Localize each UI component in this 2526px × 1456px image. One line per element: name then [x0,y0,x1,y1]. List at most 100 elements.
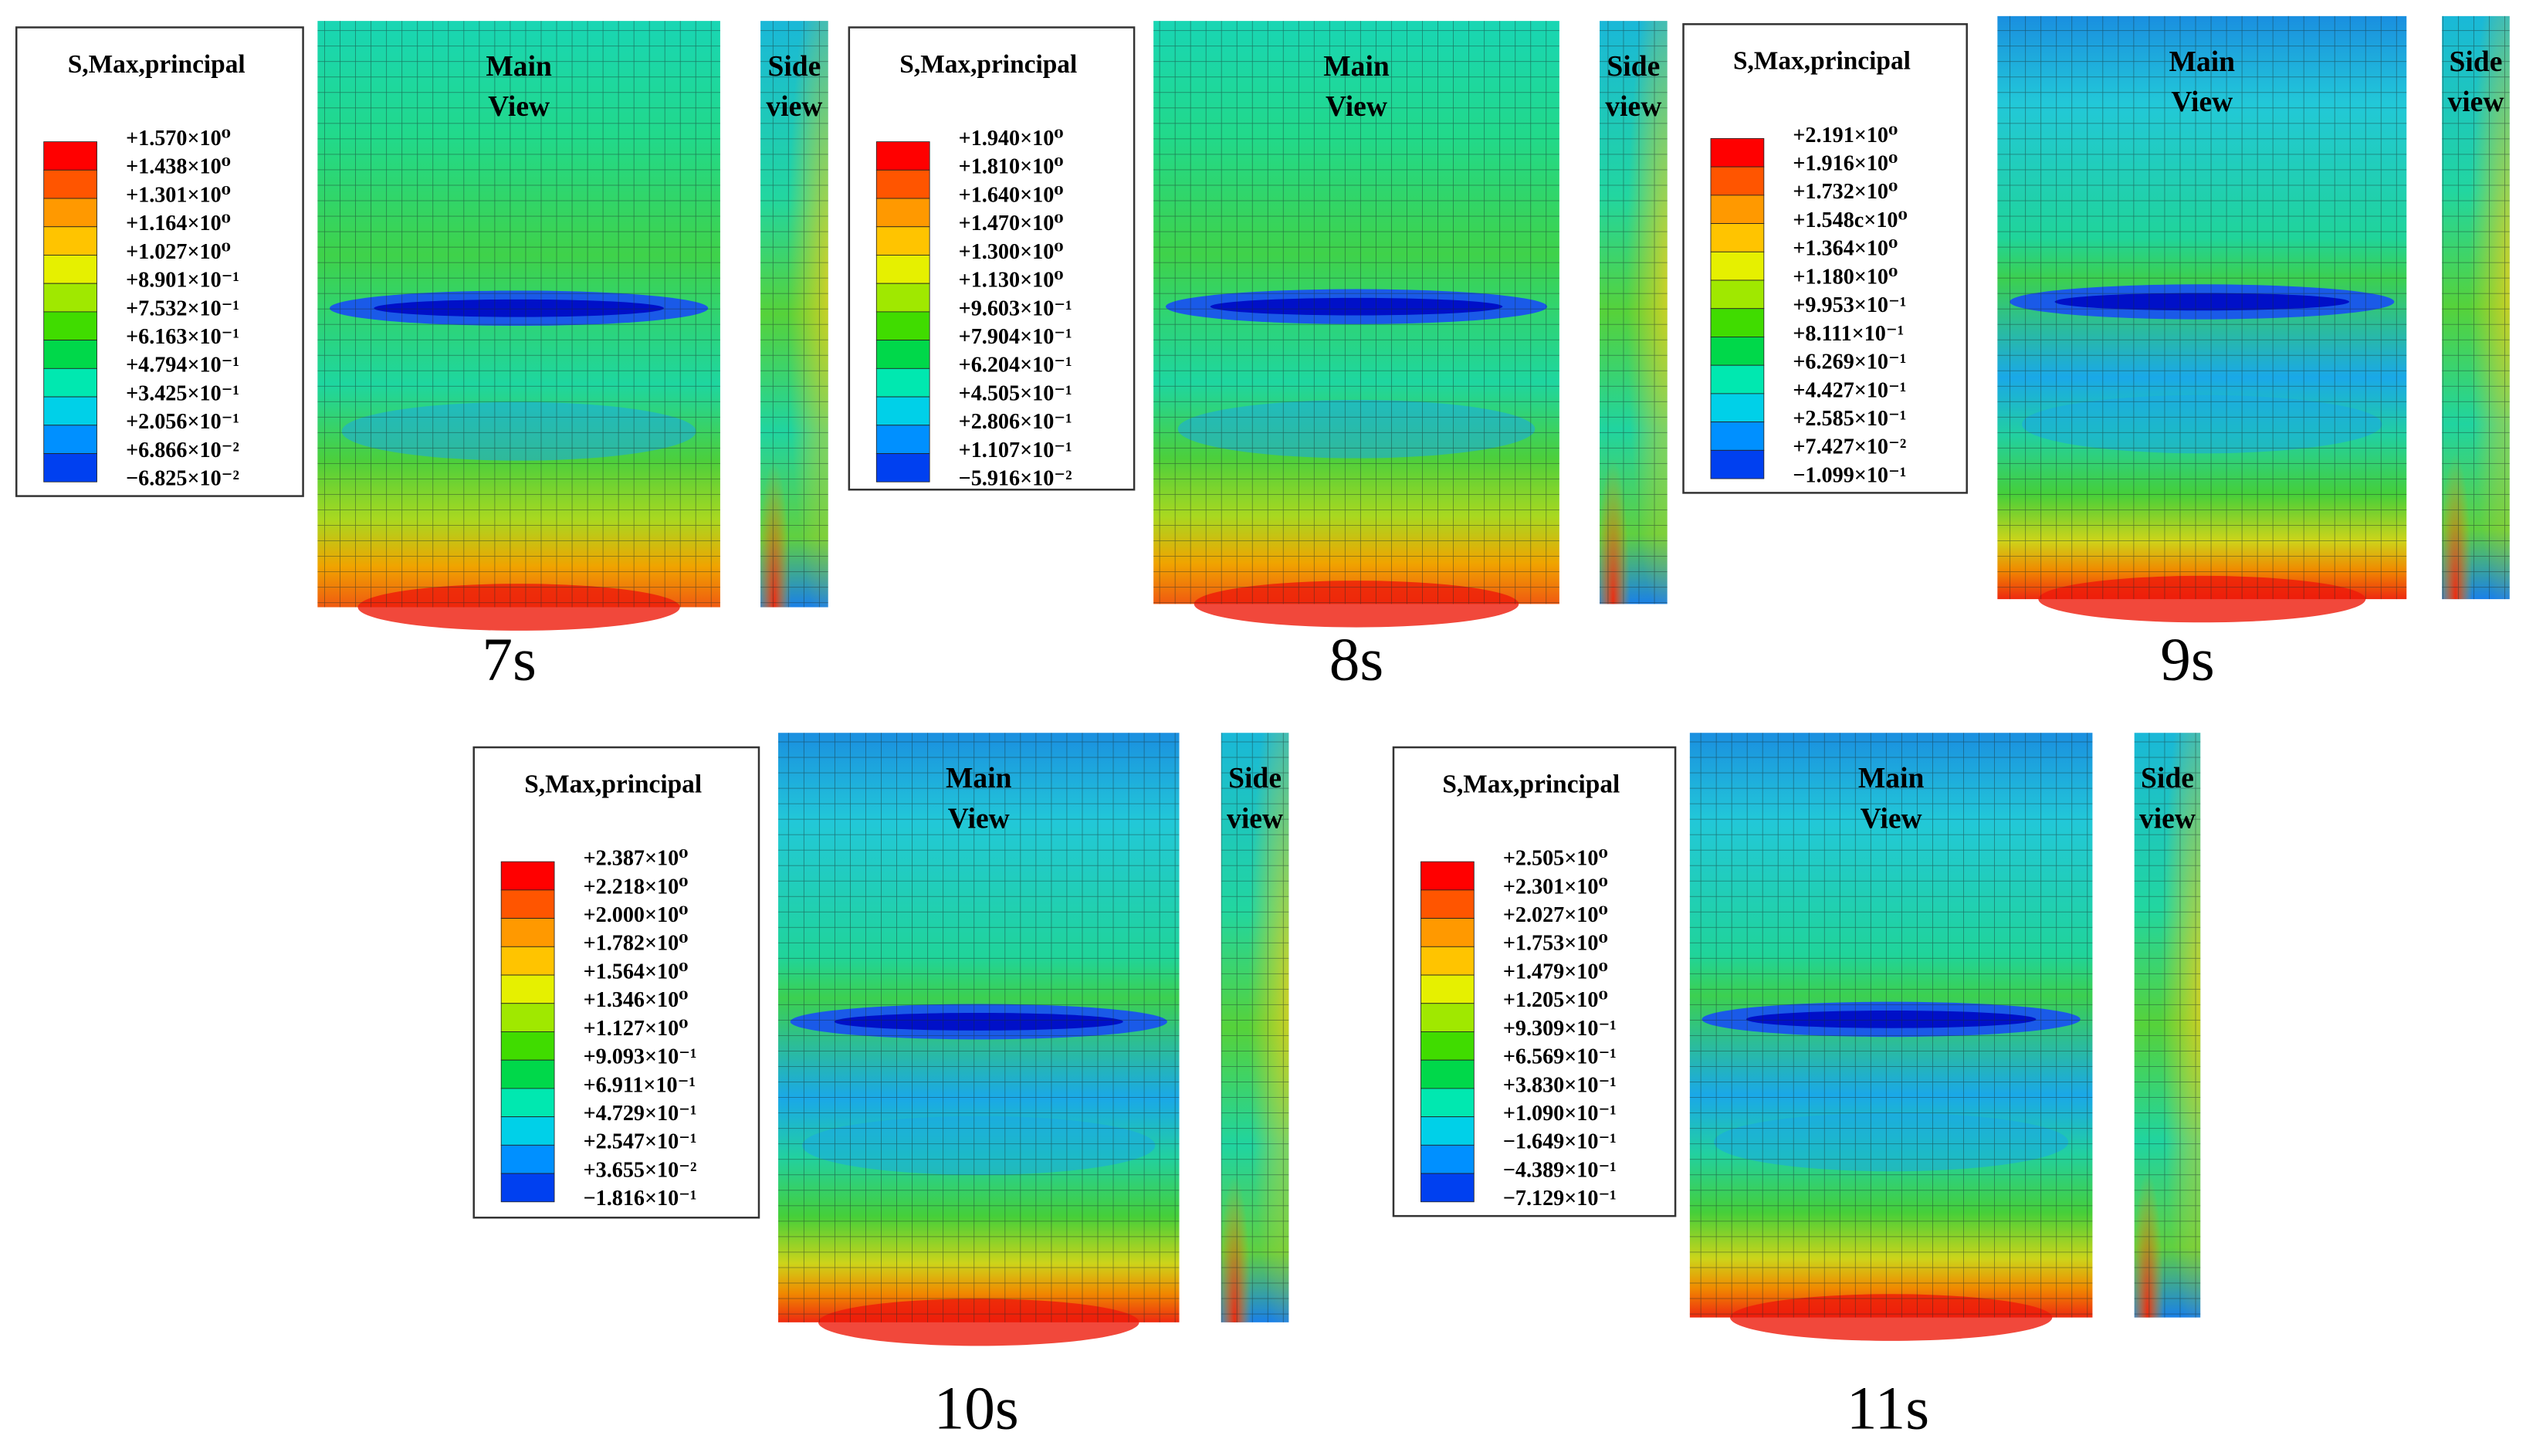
legend-swatch [875,169,930,199]
legend-label: +1.364×10⁰ [1793,237,1898,261]
legend-label: +1.164×10⁰ [126,212,231,235]
legend-swatch [43,311,97,341]
mesh [2134,733,2201,1318]
legend-swatch [875,283,930,313]
panel: S,Max,principal +1.940×10⁰ +1.810×10⁰ +1.64… [848,21,1668,693]
side-label: view [1227,803,1283,835]
legend-swatch [875,141,930,171]
legend-swatch [43,340,97,369]
panel: S,Max,principal +2.387×10⁰ +2.218×10⁰ +2.00… [472,733,1289,1443]
legend-swatch [1420,1116,1475,1146]
legend-swatch [43,283,97,313]
time-label: 10s [934,1375,1019,1443]
legend-swatch [43,226,97,256]
legend-label: +1.127×10⁰ [584,1017,689,1041]
legend-label: +2.387×10⁰ [584,847,689,871]
legend-label: +1.640×10⁰ [959,183,1064,207]
legend-label: −1.099×10⁻¹ [1793,463,1906,487]
time-label: 9s [2160,625,2214,693]
legend-label: +2.056×10⁻¹ [126,410,239,434]
legend-label: +6.569×10⁻¹ [1503,1045,1617,1069]
legend-label: +2.301×10⁰ [1503,875,1608,899]
legend-label: +1.090×10⁻¹ [1503,1102,1617,1126]
mesh [317,21,720,608]
legend-swatch [1420,1031,1475,1061]
legend-swatch [500,1088,555,1118]
legend-label: +1.130×10⁰ [959,269,1064,293]
legend-swatch [1420,918,1475,947]
legend-swatch [500,1059,555,1089]
legend-swatch [1710,337,1765,366]
legend-swatch [875,255,930,284]
time-label: 11s [1847,1375,1929,1443]
legend-label: +4.729×10⁻¹ [584,1102,697,1126]
legend-swatch [500,889,555,919]
legend-swatch [1420,1059,1475,1089]
legend-swatch [1710,166,1765,196]
legend-label: +3.655×10⁻² [584,1158,697,1182]
legend-label: −6.825×10⁻² [126,467,239,491]
legend-label: +1.570×10⁰ [126,127,231,151]
legend-label: +6.911×10⁻¹ [584,1073,696,1097]
main-label: View [488,91,550,123]
legend-label: +4.505×10⁻¹ [959,381,1072,405]
legend-label: −5.916×10⁻² [959,467,1072,491]
legend-label: +1.027×10⁰ [126,240,231,264]
legend-swatch [875,226,930,256]
mesh [778,733,1180,1322]
legend-label: +1.782×10⁰ [584,932,689,956]
legend-swatch [1710,195,1765,224]
side-label: view [2139,803,2196,835]
legend-label: +1.470×10⁰ [959,212,1064,235]
legend-swatch [500,946,555,976]
main-label: Main [486,51,552,83]
legend-label: −4.389×10⁻¹ [1503,1158,1617,1182]
legend-swatch [500,918,555,947]
legend-swatch [1710,364,1765,394]
legend-label: +1.346×10⁰ [584,988,689,1012]
legend-swatch [43,141,97,171]
legend-swatch [1420,889,1475,919]
legend-label: +2.505×10⁰ [1503,847,1608,871]
legend-label: +1.548c×10⁰ [1793,208,1907,232]
legend-swatch [1420,1003,1475,1032]
legend-title: S,Max,principal [68,50,245,79]
side-label: Side [2141,763,2194,794]
legend-label: +3.830×10⁻¹ [1503,1073,1617,1097]
legend-label: +6.866×10⁻² [126,438,239,462]
legend-swatch [1710,251,1765,281]
time-label: 8s [1329,625,1383,693]
main-label: Main [1858,763,1925,794]
legend-swatch [43,367,97,398]
legend-swatch [875,367,930,398]
legend-label: +1.180×10⁰ [1793,265,1898,289]
mesh [1153,21,1559,604]
legend-label: +8.901×10⁻¹ [126,269,239,293]
legend-swatch [43,396,97,426]
legend-swatch [1710,393,1765,423]
legend-swatch [875,396,930,426]
legend-label: +4.427×10⁻¹ [1793,378,1906,402]
legend-swatch [1710,422,1765,451]
legend-swatch [1710,138,1765,168]
legend-swatch [43,425,97,454]
legend-label: +1.732×10⁰ [1793,180,1898,204]
legend-label: +1.916×10⁰ [1793,152,1898,176]
mesh [760,21,828,608]
legend-label: −1.649×10⁻¹ [1503,1130,1617,1154]
legend-swatch [1420,946,1475,976]
main-label: Main [946,763,1012,794]
legend-label: +1.753×10⁰ [1503,932,1608,956]
legend-swatch [875,453,930,483]
legend-title: S,Max,principal [524,770,702,798]
legend-swatch [500,1144,555,1174]
legend-label: +1.564×10⁰ [584,960,689,984]
mesh [1600,21,1668,604]
legend-swatch [875,198,930,228]
legend-swatch [1420,974,1475,1004]
panel: S,Max,principal +2.191×10⁰ +1.916×10⁰ +1.73… [1682,15,2510,693]
main-label: View [1326,91,1387,123]
legend-title: S,Max,principal [1733,47,1911,76]
legend-label: +6.204×10⁻¹ [959,354,1072,378]
